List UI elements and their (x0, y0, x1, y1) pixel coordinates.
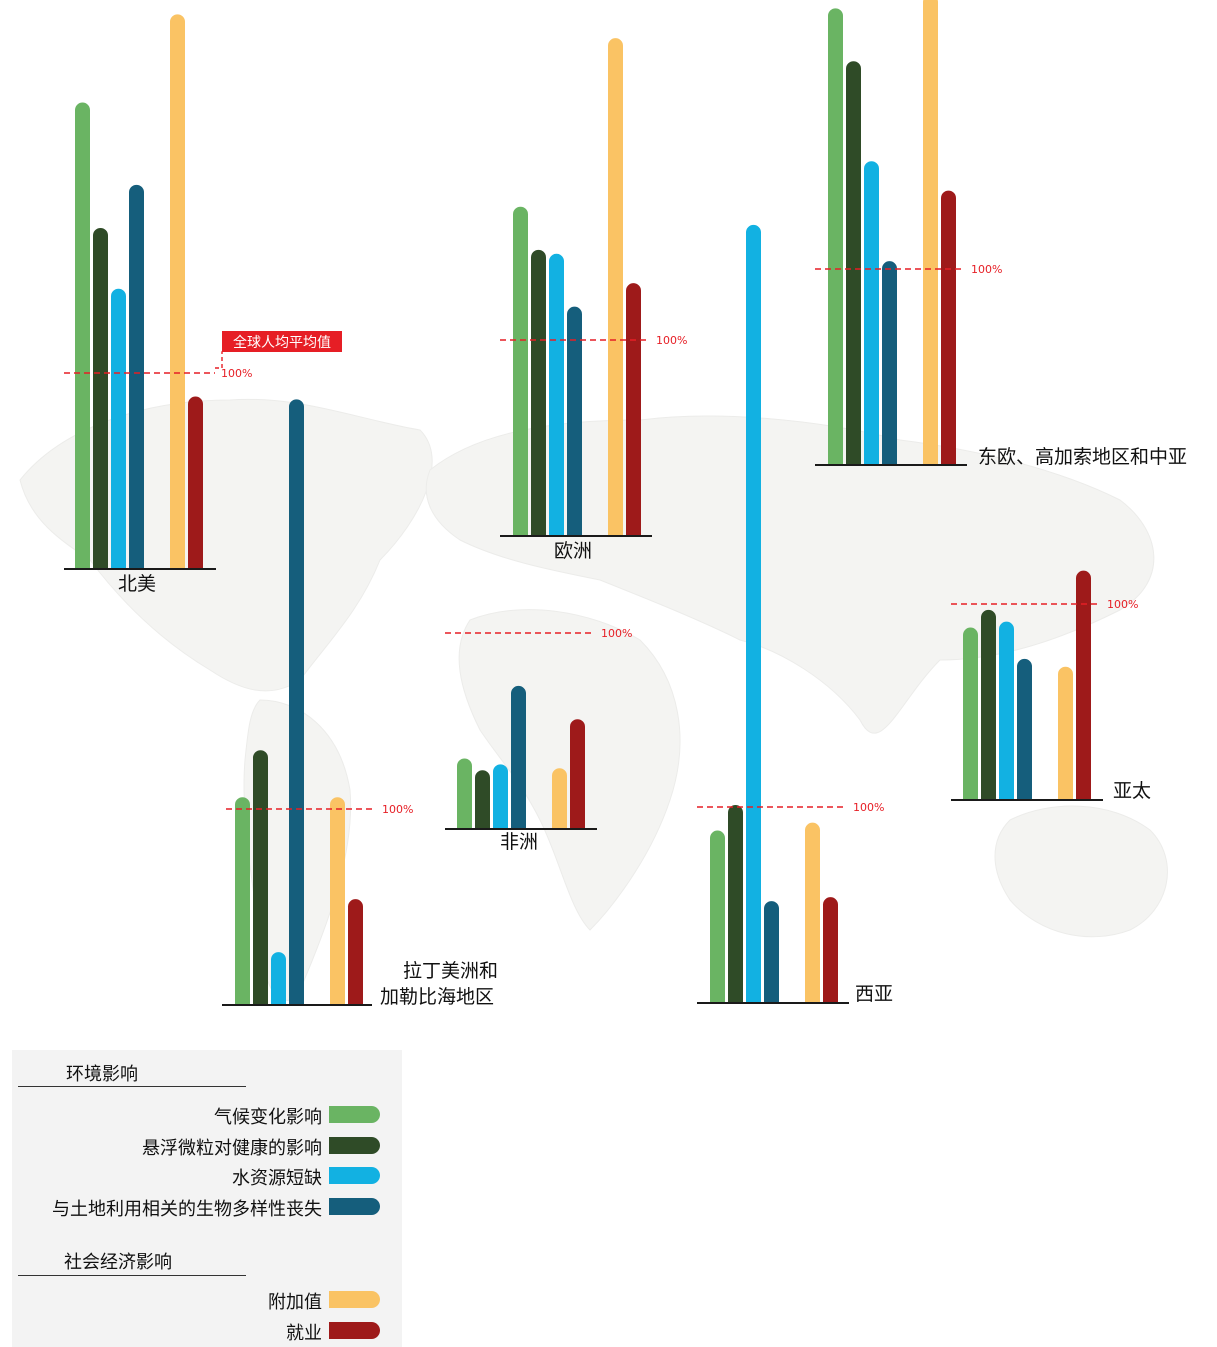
legend-swatch-biodiversity (329, 1198, 380, 1215)
legend: 环境影响 气候变化影响 悬浮微粒对健康的影响 水资源短缺 与土地利用相关的生物多… (12, 1050, 402, 1347)
reference-label-latam: 100% (382, 803, 413, 816)
bar-wa-employment (823, 897, 838, 1003)
legend-soc-title: 社会经济影响 (64, 1252, 172, 1273)
bar-af-employment (570, 719, 585, 829)
bar-eu-value-added (608, 38, 623, 536)
region-label-ap: 亚太 (1113, 780, 1151, 802)
bar-ee-biodiversity (882, 261, 897, 465)
bar-latam-water (271, 952, 286, 1005)
bar-eu-water (549, 253, 564, 536)
legend-label-climate: 气候变化影响 (214, 1107, 322, 1128)
region-ee: 100% 东欧、高加索地区和中亚 (815, 0, 1187, 468)
region-label-eu: 欧洲 (554, 540, 592, 562)
bar-af-water (493, 764, 508, 829)
bar-af-value-added (552, 768, 567, 829)
legend-swatch-employment (329, 1322, 380, 1339)
annotation-label: 全球人均平均值 (233, 334, 331, 351)
bar-eu-particulate (531, 249, 546, 536)
region-na: 100% 北美 (64, 14, 252, 595)
bar-ap-employment (1076, 570, 1091, 800)
bar-ee-water (864, 161, 879, 465)
legend-label-employment: 就业 (286, 1323, 322, 1344)
bar-wa-particulate (728, 805, 743, 1003)
bar-wa-value-added (805, 822, 820, 1003)
bar-wa-biodiversity (764, 901, 779, 1003)
bar-ee-employment (941, 190, 956, 465)
bar-ee-climate (828, 8, 843, 465)
legend-swatch-value-added (329, 1291, 380, 1308)
region-wa: 100% 西亚 (697, 224, 893, 1005)
bar-af-biodiversity (511, 685, 526, 829)
bar-ap-climate (963, 627, 978, 800)
bar-na-employment (188, 396, 203, 569)
bar-latam-employment (348, 899, 363, 1005)
legend-swatch-particulate (329, 1137, 380, 1154)
bar-ee-particulate (846, 61, 861, 466)
legend-label-biodiversity: 与土地利用相关的生物多样性丧失 (52, 1199, 322, 1220)
legend-label-particulate: 悬浮微粒对健康的影响 (142, 1138, 322, 1159)
region-af: 100% 非洲 (445, 627, 632, 853)
legend-swatch-water (329, 1167, 380, 1184)
legend-label-water: 水资源短缺 (232, 1168, 322, 1189)
region-label-na: 北美 (118, 573, 156, 595)
bar-ap-value-added (1058, 666, 1073, 800)
annotation-box (222, 331, 342, 352)
region-label-latam: 拉丁美洲和 (403, 960, 498, 982)
legend-swatch-climate (329, 1106, 380, 1123)
bar-na-climate (75, 102, 90, 569)
bar-latam-biodiversity (289, 399, 304, 1006)
bar-eu-climate (513, 206, 528, 536)
region-label-wa: 西亚 (855, 983, 893, 1005)
reference-label-ap: 100% (1107, 598, 1138, 611)
bar-wa-water (746, 224, 761, 1004)
bar-latam-climate (235, 797, 250, 1005)
bar-af-particulate (475, 770, 490, 829)
bar-eu-employment (626, 283, 641, 536)
region-eu: 100% 欧洲 (500, 38, 687, 562)
bar-na-water (111, 288, 126, 569)
reference-label-ee: 100% (971, 263, 1002, 276)
reference-label-na: 100% (221, 367, 252, 380)
region-ap: 100% 亚太 (951, 570, 1151, 802)
legend-env-rule (18, 1086, 246, 1087)
bar-latam-particulate (253, 750, 268, 1005)
reference-label-wa: 100% (853, 801, 884, 814)
bar-ap-water (999, 621, 1014, 800)
legend-env-title: 环境影响 (66, 1064, 138, 1085)
bar-af-climate (457, 758, 472, 829)
region-label-ee: 东欧、高加索地区和中亚 (978, 446, 1187, 468)
reference-label-eu: 100% (656, 334, 687, 347)
region-label-latam: 加勒比海地区 (380, 986, 494, 1008)
reference-label-af: 100% (601, 627, 632, 640)
region-label-af: 非洲 (500, 831, 538, 853)
bar-ap-biodiversity (1017, 658, 1032, 800)
bar-wa-climate (710, 830, 725, 1003)
bar-eu-biodiversity (567, 306, 582, 536)
legend-soc-rule (18, 1275, 246, 1276)
bar-na-biodiversity (129, 184, 144, 569)
bar-na-value-added (170, 14, 185, 569)
legend-label-value-added: 附加值 (268, 1292, 322, 1313)
bar-na-particulate (93, 227, 108, 569)
bar-ap-particulate (981, 609, 996, 800)
bar-latam-value-added (330, 797, 345, 1005)
bar-ee-value-added (923, 0, 938, 465)
